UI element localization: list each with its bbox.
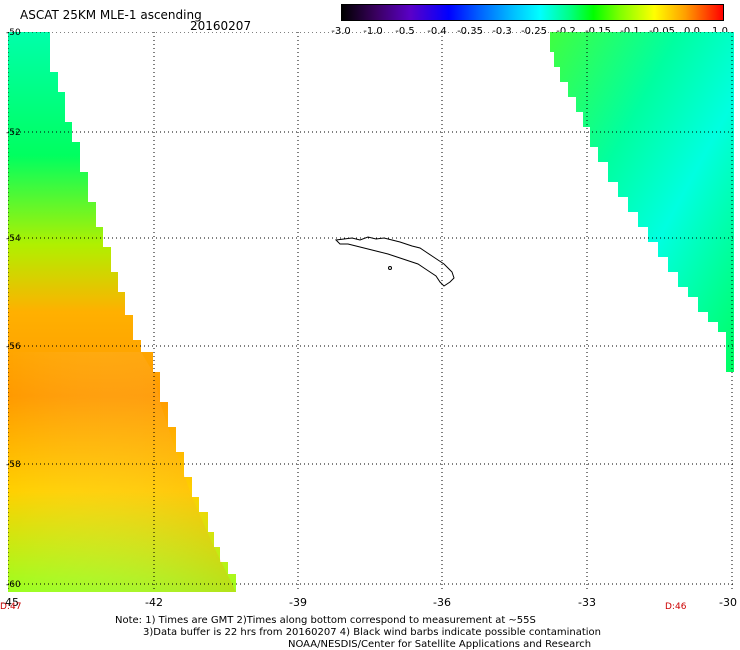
lon-label: -30 <box>719 596 737 609</box>
colorbar-label: -0.15 <box>585 26 611 37</box>
lon-label: -36 <box>433 596 451 609</box>
colorbar-label: -0.1 <box>620 26 640 37</box>
map-title: ASCAT 25KM MLE-1 ascending <box>20 8 202 22</box>
lat-label: -50 <box>6 28 21 38</box>
note-line-3: NOAA/NESDIS/Center for Satellite Applica… <box>288 639 592 650</box>
lon-label: -42 <box>145 596 163 609</box>
colorbar-label: -0.25 <box>521 26 547 37</box>
right-swath <box>550 32 734 372</box>
lat-label: -58 <box>6 460 21 470</box>
lat-label: -56 <box>6 342 21 352</box>
lon-label: -33 <box>578 596 596 609</box>
lon-label: -45 <box>1 596 19 609</box>
lon-label: -39 <box>289 596 307 609</box>
lat-label: -60 <box>6 580 21 590</box>
colorbar <box>341 4 724 21</box>
note-line-2: 3)Data buffer is 22 hrs from 20160207 4)… <box>143 627 601 638</box>
lat-label: -54 <box>6 234 21 244</box>
note-line-1: Note: 1) Times are GMT 2)Times along bot… <box>115 615 536 626</box>
colorbar-label: -0.2 <box>556 26 576 37</box>
colorbar-label: -0.35 <box>457 26 483 37</box>
map-panel <box>8 32 734 592</box>
left-swath-shading <box>8 352 236 592</box>
graticule <box>8 32 734 592</box>
lat-label: -52 <box>6 128 21 138</box>
time-label-right: D:46 <box>665 602 687 612</box>
colorbar-label: -0.3 <box>492 26 512 37</box>
time-label-left: D:47 <box>0 602 22 612</box>
map-date: 20160207 <box>190 19 252 33</box>
island-outline <box>334 236 455 287</box>
island-islet <box>388 266 392 270</box>
colorbar-label: -0.05 <box>649 26 675 37</box>
